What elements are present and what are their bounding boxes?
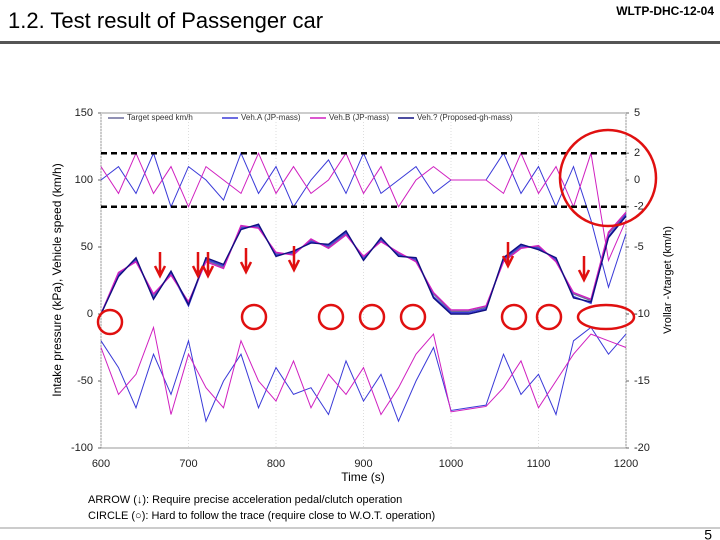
circle xyxy=(576,303,636,331)
footnote: CIRCLE (○): Hard to follow the trace (re… xyxy=(88,510,435,522)
y-tick-label: -100 xyxy=(71,442,93,454)
x-tick-label: 1100 xyxy=(527,458,551,470)
arrow xyxy=(201,252,215,279)
y2-tick-label: -2 xyxy=(634,201,644,213)
circle xyxy=(240,303,268,331)
legend-label: Veh.A (JP-mass) xyxy=(241,113,301,122)
x-tick-label: 1000 xyxy=(439,458,463,470)
plot-area xyxy=(100,112,627,449)
deviation-line xyxy=(100,151,627,263)
doc-id: WLTP-DHC-12-04 xyxy=(616,4,714,18)
x-tick-label: 700 xyxy=(179,458,197,470)
arrow xyxy=(287,246,301,273)
y-tick-label: 150 xyxy=(75,107,93,119)
y2-tick-label: 0 xyxy=(634,174,640,186)
y-tick-label: 0 xyxy=(87,308,93,320)
x-tick-label: 900 xyxy=(354,458,372,470)
speed-line xyxy=(100,215,627,315)
arrow xyxy=(577,256,591,283)
y-axis-label: Intake pressure (kPa), Vehicle speed (km… xyxy=(50,163,64,396)
y2-tick-label: 5 xyxy=(634,107,640,119)
arrow xyxy=(501,242,515,269)
y2-tick-label: 2 xyxy=(634,147,640,159)
arrow xyxy=(153,252,167,279)
y-tick-label: 100 xyxy=(75,174,93,186)
y-tick-label: -50 xyxy=(77,375,93,387)
footnote: ARROW (↓): Require precise acceleration … xyxy=(88,494,402,506)
x-tick-label: 600 xyxy=(92,458,110,470)
arrow xyxy=(239,248,253,275)
pressure-line xyxy=(100,326,627,423)
arrows xyxy=(153,242,591,283)
circle xyxy=(399,303,427,331)
circles xyxy=(96,128,658,336)
x-tick-label: 1200 xyxy=(614,458,638,470)
y2-tick-label: -10 xyxy=(634,308,650,320)
y2-tick-label: -5 xyxy=(634,241,644,253)
y2-tick-label: -20 xyxy=(634,442,650,454)
y2-axis-label: Vrollar -Vtarget (km/h) xyxy=(662,226,674,334)
circle xyxy=(500,303,528,331)
x-axis-label: Time (s) xyxy=(341,470,385,484)
x-tick-label: 800 xyxy=(267,458,285,470)
y-tick-label: 50 xyxy=(81,241,93,253)
speed-line xyxy=(100,211,627,315)
circle xyxy=(317,303,345,331)
page-number: 5 xyxy=(704,527,712,540)
arrow xyxy=(191,252,205,279)
header-rule xyxy=(0,41,720,44)
pressure-line xyxy=(100,325,627,416)
circle xyxy=(558,128,658,228)
slide-title: 1.2. Test result of Passenger car xyxy=(8,8,323,33)
plot: 600 700 800 900 1000 1100 1200-100-50050100150… xyxy=(71,107,650,470)
annotations xyxy=(96,128,658,336)
circle xyxy=(358,303,386,331)
y2-tick-label: -15 xyxy=(634,375,650,387)
circle xyxy=(535,303,563,331)
legend-label: Veh.? (Proposed-gh-mass) xyxy=(417,113,513,122)
circle xyxy=(96,308,124,336)
legend-label: Target speed km/h xyxy=(127,113,193,122)
legend-label: Veh.B (JP-mass) xyxy=(329,113,389,122)
